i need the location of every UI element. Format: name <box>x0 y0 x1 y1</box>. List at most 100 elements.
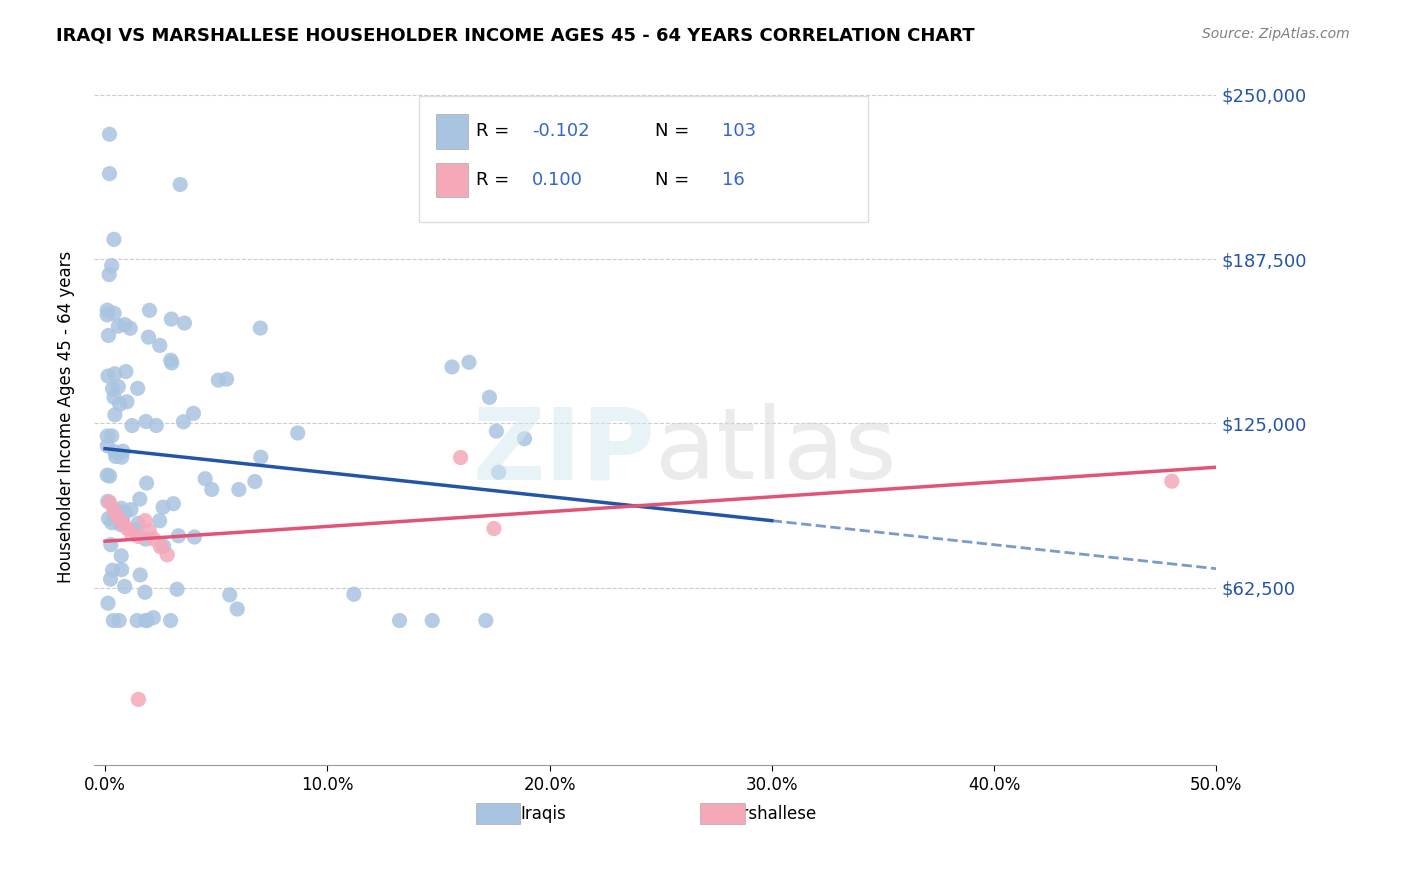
Point <box>98 268 121 282</box>
Point <box>101 563 124 577</box>
Point <box>111 444 134 458</box>
Point <box>98 167 121 181</box>
Point <box>485 424 508 438</box>
Point <box>96 303 118 318</box>
Point <box>152 500 174 515</box>
Point <box>138 524 160 538</box>
Text: Iraqis: Iraqis <box>520 805 565 822</box>
Point <box>159 614 181 628</box>
Point <box>120 502 142 516</box>
Point <box>110 450 132 465</box>
Point <box>134 514 156 528</box>
Point <box>111 514 134 528</box>
Point <box>172 415 194 429</box>
Point <box>162 497 184 511</box>
Point <box>149 514 172 528</box>
FancyBboxPatch shape <box>700 804 745 824</box>
Point <box>100 572 122 586</box>
Point <box>96 429 118 443</box>
Point <box>121 418 143 433</box>
Point <box>142 532 165 546</box>
Point <box>478 390 501 404</box>
Point <box>104 444 127 458</box>
Point <box>111 516 134 531</box>
Point <box>135 614 157 628</box>
Point <box>98 495 121 509</box>
FancyBboxPatch shape <box>475 804 520 824</box>
Text: 16: 16 <box>723 171 745 189</box>
Point <box>104 408 127 422</box>
Point <box>249 321 271 335</box>
Point <box>149 540 172 554</box>
Text: atlas: atlas <box>655 403 897 500</box>
Point <box>110 549 132 563</box>
Point <box>107 511 129 525</box>
Point <box>142 610 165 624</box>
Point <box>127 381 149 395</box>
Point <box>482 522 505 536</box>
Point <box>129 568 152 582</box>
FancyBboxPatch shape <box>436 162 468 197</box>
Text: Marshallese: Marshallese <box>717 805 817 822</box>
Point <box>97 494 120 508</box>
Point <box>124 523 146 537</box>
Point <box>135 476 157 491</box>
Point <box>138 330 160 344</box>
Point <box>98 469 121 483</box>
Point <box>114 318 136 332</box>
Point <box>128 492 150 507</box>
Point <box>103 503 125 517</box>
Point <box>166 582 188 597</box>
Point <box>1160 474 1182 488</box>
Point <box>108 614 131 628</box>
Text: ZIP: ZIP <box>472 403 655 500</box>
Point <box>475 614 498 628</box>
Text: R =: R = <box>475 122 515 140</box>
Y-axis label: Householder Income Ages 45 - 64 years: Householder Income Ages 45 - 64 years <box>58 251 75 583</box>
Point <box>513 432 536 446</box>
Point <box>388 614 411 628</box>
Point <box>183 530 205 544</box>
Point <box>243 475 266 489</box>
Point <box>134 585 156 599</box>
Point <box>127 614 149 628</box>
Point <box>218 588 240 602</box>
Text: N =: N = <box>655 171 695 189</box>
Text: 0.100: 0.100 <box>531 171 582 189</box>
Point <box>249 450 271 465</box>
Point <box>207 373 229 387</box>
Point <box>114 579 136 593</box>
Point <box>420 614 443 628</box>
Point <box>488 465 510 479</box>
Text: Source: ZipAtlas.com: Source: ZipAtlas.com <box>1202 27 1350 41</box>
Point <box>183 406 205 420</box>
Point <box>111 563 134 577</box>
Text: -0.102: -0.102 <box>531 122 589 140</box>
Point <box>117 522 139 536</box>
Point <box>450 450 472 465</box>
Point <box>145 418 167 433</box>
Point <box>115 394 138 409</box>
Point <box>121 526 143 541</box>
Point <box>152 539 174 553</box>
Point <box>104 367 127 381</box>
Point <box>228 483 250 497</box>
Point <box>201 483 224 497</box>
Point <box>97 511 120 525</box>
Point <box>108 397 131 411</box>
Point <box>135 532 157 546</box>
FancyBboxPatch shape <box>419 96 869 222</box>
Point <box>110 517 132 532</box>
Point <box>215 372 238 386</box>
Point <box>107 380 129 394</box>
Point <box>160 312 183 326</box>
Point <box>100 259 122 273</box>
Point <box>135 414 157 428</box>
Text: R =: R = <box>475 171 515 189</box>
Point <box>343 587 366 601</box>
Point <box>96 439 118 453</box>
Point <box>98 127 121 141</box>
Point <box>103 391 125 405</box>
Text: IRAQI VS MARSHALLESE HOUSEHOLDER INCOME AGES 45 - 64 YEARS CORRELATION CHART: IRAQI VS MARSHALLESE HOUSEHOLDER INCOME … <box>56 27 974 45</box>
Point <box>458 355 481 369</box>
